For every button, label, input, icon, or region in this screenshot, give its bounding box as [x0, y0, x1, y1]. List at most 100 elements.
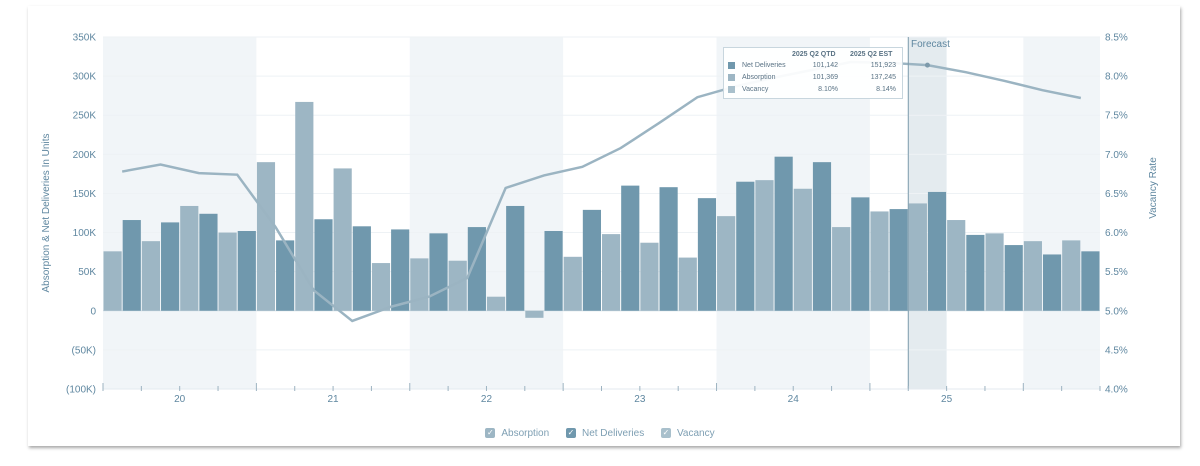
absorption-bar	[410, 258, 429, 311]
legend-item-net-deliveries[interactable]: ✓ Net Deliveries	[565, 428, 644, 439]
year-band	[409, 37, 564, 389]
y2-tick-label: 6.5%	[1105, 189, 1128, 200]
legend: ✓ Absorption ✓ Net Deliveries ✓ Vacancy	[0, 427, 1200, 439]
absorption-bar	[793, 188, 812, 311]
net-deliveries-bar	[161, 222, 180, 311]
row-label: Vacancy	[742, 86, 769, 93]
net-deliveries-bar	[391, 229, 410, 311]
absorption-bar	[602, 234, 621, 311]
absorption-bar	[525, 310, 544, 318]
x-tick-label: 22	[481, 394, 493, 405]
legend-label: Absorption	[501, 427, 550, 439]
net-deliveries-bar	[122, 220, 141, 311]
y-tick-label: 0	[90, 306, 96, 317]
net-deliveries-bar	[1004, 245, 1023, 311]
absorption-bar	[256, 162, 276, 311]
checkbox-checked-icon[interactable]: ✓	[661, 428, 671, 438]
swatch	[728, 74, 735, 81]
absorption-bar	[832, 227, 851, 311]
checkbox-checked-icon[interactable]: ✓	[565, 428, 576, 438]
absorption-bar	[870, 211, 889, 311]
absorption-bar	[908, 203, 927, 311]
absorption-bar	[180, 205, 199, 311]
tooltip-col1: 2025 Q2 QTD	[792, 51, 836, 58]
absorption-bar	[755, 180, 774, 311]
absorption-bar	[947, 220, 966, 311]
tooltip-row-net-deliveries: Net Deliveries 101,142 151,923	[728, 61, 900, 72]
tooltip-col2: 2025 Q2 EST	[850, 51, 893, 58]
row-est: 151,923	[870, 62, 896, 69]
net-deliveries-bar	[966, 234, 985, 311]
row-est: 137,245	[870, 74, 896, 81]
legend-item-absorption[interactable]: ✓ Absorption	[485, 428, 549, 439]
row-label: Net Deliveries	[742, 62, 786, 69]
x-tick-label: 21	[328, 394, 340, 405]
y2-tick-label: 4.0%	[1105, 385, 1128, 396]
legend-label: Vacancy	[677, 427, 715, 439]
net-deliveries-bar	[544, 230, 563, 311]
net-deliveries-bar	[237, 230, 256, 311]
swatch	[728, 62, 735, 69]
y-axis-title: Absorption & Net Deliveries In Units	[41, 134, 52, 293]
net-deliveries-bar	[736, 181, 755, 311]
absorption-bar	[985, 233, 1004, 311]
net-deliveries-bar	[851, 197, 870, 311]
absorption-bar	[141, 241, 161, 311]
net-deliveries-bar	[812, 162, 832, 311]
y2-tick-label: 7.0%	[1105, 150, 1128, 161]
absorption-bar	[678, 257, 697, 311]
checkbox-checked-icon[interactable]: ✓	[485, 428, 496, 438]
row-qtd: 101,369	[812, 74, 838, 81]
net-deliveries-bar	[467, 227, 486, 311]
y2-tick-label: 5.0%	[1105, 306, 1128, 317]
net-deliveries-bar	[1042, 254, 1062, 311]
absorption-bar	[448, 260, 467, 311]
x-tick-label: 23	[634, 394, 646, 405]
absorption-bar	[103, 251, 122, 311]
row-est: 8.14%	[876, 86, 896, 93]
x-tick-label: 20	[174, 394, 186, 405]
net-deliveries-bar	[199, 213, 218, 311]
net-deliveries-bar	[774, 156, 793, 311]
net-deliveries-bar	[1081, 251, 1100, 311]
net-deliveries-bar	[582, 209, 601, 311]
y-tick-label: 50K	[78, 267, 96, 278]
y-tick-label: 350K	[73, 33, 97, 44]
net-deliveries-bar	[927, 191, 947, 311]
tooltip-row-absorption: Absorption 101,369 137,245	[728, 73, 900, 84]
absorption-bar	[295, 101, 314, 311]
year-band	[1023, 37, 1100, 389]
absorption-bar	[1062, 240, 1081, 311]
y2-tick-label: 5.5%	[1105, 267, 1128, 278]
net-deliveries-bar	[506, 205, 525, 311]
net-deliveries-bar	[621, 185, 640, 311]
y2-tick-label: 6.0%	[1105, 228, 1128, 239]
absorption-bar	[218, 232, 237, 311]
forecast-label: Forecast	[911, 39, 950, 50]
y-tick-label: (50K)	[72, 345, 96, 356]
y-tick-label: 250K	[73, 111, 97, 122]
year-band	[103, 37, 257, 389]
net-deliveries-bar	[314, 219, 333, 311]
absorption-bar	[640, 242, 659, 311]
y2-tick-label: 7.5%	[1105, 111, 1128, 122]
net-deliveries-bar	[429, 233, 448, 311]
y2-tick-label: 8.0%	[1105, 72, 1128, 83]
net-deliveries-bar	[659, 187, 678, 311]
x-tick-label: 24	[788, 394, 800, 405]
vacancy-line	[121, 60, 1082, 323]
absorption-bar	[563, 256, 582, 311]
net-deliveries-bar	[276, 240, 295, 311]
tooltip-row-vacancy: Vacancy 8.10% 8.14%	[728, 85, 900, 96]
row-qtd: 8.10%	[818, 86, 838, 93]
legend-item-vacancy[interactable]: ✓ Vacancy	[661, 428, 715, 439]
y-tick-label: 200K	[73, 150, 97, 161]
y-tick-label: 100K	[73, 228, 97, 239]
row-label: Absorption	[742, 74, 776, 81]
y2-axis-title: Vacancy Rate	[1148, 157, 1159, 219]
y-tick-label: (100K)	[66, 385, 96, 396]
absorption-bar	[1023, 241, 1042, 311]
absorption-bar	[371, 263, 391, 311]
net-deliveries-bar	[889, 209, 908, 311]
